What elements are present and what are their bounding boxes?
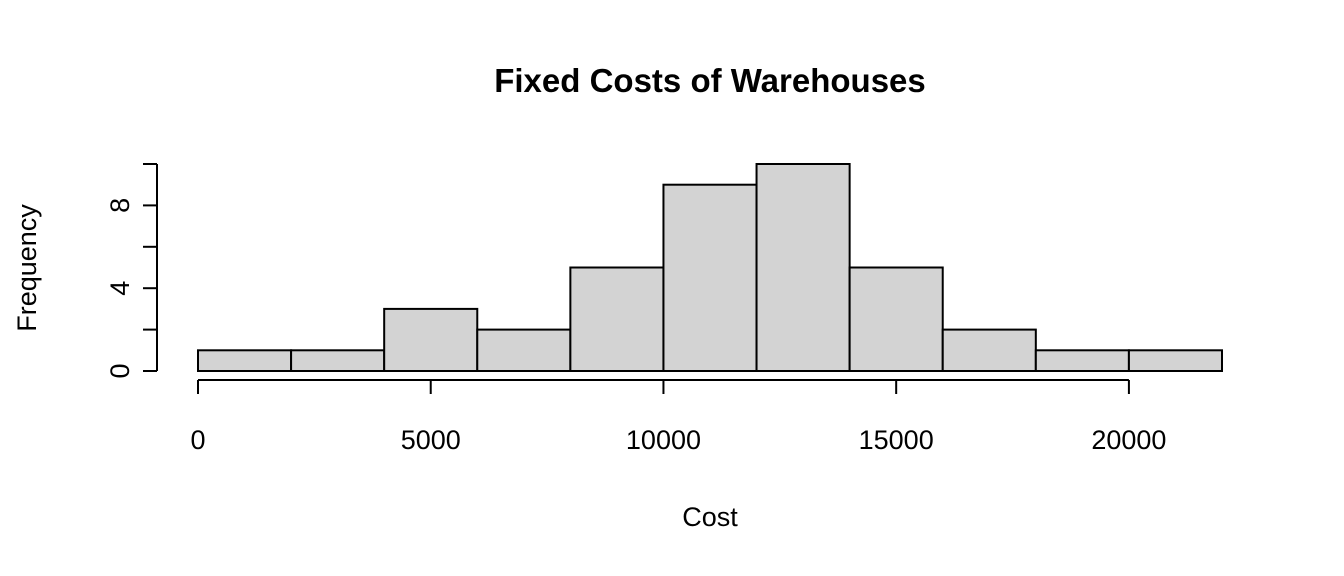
histogram-bar [290, 349, 386, 372]
y-tick-label: 4 [105, 281, 135, 296]
x-axis: 0 5000 10000 15000 20000 [190, 379, 1166, 455]
x-tick-label: 5000 [401, 425, 461, 455]
x-tick-label: 0 [190, 425, 205, 455]
histogram-bar [476, 328, 572, 373]
histogram-bar [569, 266, 665, 372]
bars-group [197, 163, 1223, 373]
y-tick-label: 8 [105, 198, 135, 213]
histogram-bar [1034, 349, 1130, 372]
histogram-bar [662, 183, 758, 372]
x-axis-label: Cost [682, 502, 738, 532]
histogram-bar [941, 328, 1037, 373]
chart-title: Fixed Costs of Warehouses [494, 62, 926, 99]
y-axis-label: Frequency [12, 204, 42, 332]
y-tick-label: 0 [105, 363, 135, 378]
histogram-bar [1127, 349, 1223, 372]
x-tick-label: 20000 [1091, 425, 1166, 455]
histogram-bar [755, 163, 851, 372]
histogram-bar [383, 307, 479, 372]
x-tick-label: 15000 [859, 425, 934, 455]
histogram-bar [848, 266, 944, 372]
histogram-bar [197, 349, 293, 372]
x-tick-label: 10000 [626, 425, 701, 455]
y-axis: 0 4 8 [105, 163, 158, 379]
